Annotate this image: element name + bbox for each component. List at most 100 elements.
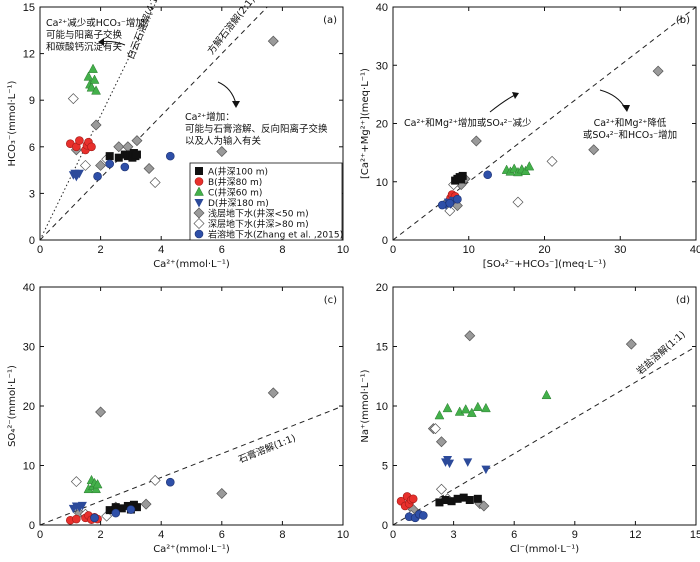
panel-a-point-K-2 bbox=[120, 162, 130, 172]
panel-d-ref-line-0 bbox=[393, 346, 696, 525]
panel-a-xtick-label-0: 0 bbox=[37, 244, 43, 256]
legend-label-A: A(井深100 m) bbox=[208, 166, 268, 178]
panel-c-point-D-3 bbox=[77, 501, 87, 511]
panel-d-point-S-6 bbox=[625, 338, 637, 350]
panel-b-ytick-label-3: 30 bbox=[376, 60, 388, 72]
panel-a-arrow-right bbox=[217, 81, 237, 105]
panel-b-point-S-6 bbox=[652, 65, 664, 77]
panel-d-point-D-4 bbox=[481, 465, 491, 475]
legend-marker-D bbox=[194, 199, 204, 208]
panel-d-point-C-2 bbox=[454, 406, 465, 416]
panel-b-point-P-0 bbox=[444, 205, 456, 217]
panel-d-point-P-2 bbox=[435, 483, 447, 495]
panel-a-point-B-2 bbox=[75, 136, 84, 145]
panel-d-point-K-3 bbox=[418, 511, 428, 520]
panel-b: 0 10 20 30 40 0 10 20 30 40 [SO₄²⁻+HCO₃⁻](meq·L⁻¹)… bbox=[360, 2, 700, 270]
panel-a-ytick-label-1: 3 bbox=[29, 188, 35, 200]
panel-b-arrowhead-right bbox=[622, 105, 630, 112]
panel-a-ref-line-0 bbox=[40, 7, 155, 240]
panel-c-point-S-5 bbox=[267, 387, 279, 399]
panel-a-ref-label-dolomite: 白云石溶解(4:1) bbox=[125, 0, 162, 61]
panel-d-point-C-4 bbox=[466, 407, 477, 417]
panel-d-ytick-label-4: 20 bbox=[376, 282, 388, 294]
legend-label-P: 深层地下水(井深>80 m) bbox=[208, 218, 309, 230]
panel-a-point-K-1 bbox=[105, 159, 114, 169]
panel-c-point-C-4 bbox=[91, 483, 101, 494]
panel-c-xtick-label-5: 10 bbox=[337, 529, 349, 541]
panel-d-point-C-7 bbox=[541, 389, 552, 400]
panel-c-point-A-0 bbox=[105, 506, 114, 515]
panel-c: 0 2 4 6 8 10 0 10 20 30 40 Ca²⁺(mmol·L⁻¹) SO₄²⁻(mmol… bbox=[7, 282, 349, 555]
panel-d-point-A-1 bbox=[441, 496, 450, 505]
panel-a-xtick-label-5: 10 bbox=[337, 244, 349, 256]
panel-c-ref-label: 石膏溶解(1:1) bbox=[237, 432, 298, 466]
panel-b-point-P-2 bbox=[512, 196, 524, 208]
panel-c-point-A-2 bbox=[117, 504, 126, 513]
panel-a-point-C-0 bbox=[83, 71, 94, 81]
panel-b-point-S-4 bbox=[470, 135, 482, 147]
panel-d-point-S-2 bbox=[435, 436, 447, 448]
panel-d-point-A-5 bbox=[465, 496, 474, 505]
panel-a-ytick-label-0: 0 bbox=[29, 235, 35, 247]
panel-d-point-D-3 bbox=[463, 458, 473, 467]
panel-c-xtick-label-2: 4 bbox=[158, 529, 164, 541]
panel-a-ytick-label-4: 12 bbox=[23, 49, 35, 61]
panel-a-point-B-6 bbox=[87, 142, 96, 152]
panel-a-arrowhead-left bbox=[98, 38, 104, 46]
panel-b-xlabel: [SO₄²⁻+HCO₃⁻](meq·L⁻¹) bbox=[483, 259, 607, 270]
panel-d-ref-label: 岩盐溶解(1:1) bbox=[634, 328, 688, 377]
panel-b-point-A-4 bbox=[458, 171, 467, 180]
panel-c-xtick-label-4: 8 bbox=[279, 529, 285, 541]
panel-d-point-P-1 bbox=[429, 423, 441, 435]
panel-b-xtick-label-4: 40 bbox=[690, 244, 700, 256]
panel-d-point-D-2 bbox=[445, 459, 455, 469]
panel-b-point-K-2 bbox=[453, 194, 462, 204]
panel-a-point-C-2 bbox=[86, 82, 97, 92]
panel-c-ylabel: SO₄²⁻(mmol·L⁻¹) bbox=[7, 365, 18, 447]
panel-d-ylabel: Na⁺(mmol·L⁻¹) bbox=[360, 369, 371, 442]
panel-b-annotation-right: Ca²⁺和Mg²⁺降低或SO₄²⁻和HCO₃⁻增加 bbox=[583, 117, 677, 141]
legend-label-K: 岩溶地下水(Zhang et al. ,2015) bbox=[208, 229, 343, 241]
panel-a-xtick-label-4: 8 bbox=[279, 244, 285, 256]
panel-a-point-S-8 bbox=[267, 35, 279, 47]
panel-a-legend: A(井深100 m)B(井深80 m)C(井深60 m)D(井深180 m)浅层… bbox=[189, 162, 343, 241]
panel-a-point-S-7 bbox=[216, 145, 228, 157]
panel-a-ytick-label-2: 6 bbox=[29, 142, 35, 154]
panel-a-point-K-0 bbox=[93, 172, 102, 181]
panel-a-arrowhead-right bbox=[232, 101, 240, 108]
panel-b-ylabel: [Ca²⁺+Mg²⁺](meq·L⁻¹) bbox=[360, 68, 371, 179]
panel-a-point-A-1 bbox=[114, 153, 123, 162]
legend-marker-K bbox=[194, 229, 204, 239]
panel-c-point-K-1 bbox=[111, 508, 121, 518]
panel-c-label: (c) bbox=[324, 295, 337, 306]
panel-a-point-S-2 bbox=[95, 159, 107, 171]
panel-a-point-C-4 bbox=[89, 74, 100, 84]
panel-d-point-S-5 bbox=[478, 500, 490, 512]
panel-c-frame bbox=[39, 286, 344, 526]
panel-b-point-P-3 bbox=[546, 155, 558, 167]
panel-b-ytick-label-1: 10 bbox=[376, 177, 388, 189]
legend-marker-S bbox=[193, 207, 205, 219]
legend-box bbox=[189, 162, 343, 241]
panel-b-xtick-label-0: 0 bbox=[390, 244, 396, 256]
panel-b-arrow-left bbox=[489, 94, 516, 113]
panel-d-xtick-label-5: 15 bbox=[690, 529, 700, 541]
panel-a-ytick-label-3: 9 bbox=[29, 95, 35, 107]
panel-b-ytick-label-0: 0 bbox=[382, 235, 388, 247]
panel-d-ytick-label-3: 15 bbox=[376, 342, 388, 354]
panel-c-xtick-label-1: 2 bbox=[98, 529, 104, 541]
panel-d-point-A-6 bbox=[473, 494, 482, 503]
panel-d-ytick-label-1: 5 bbox=[382, 461, 388, 473]
panel-a-ytick-label-5: 15 bbox=[23, 2, 35, 14]
panel-d-point-C-5 bbox=[472, 401, 483, 411]
legend-label-B: B(井深80 m) bbox=[208, 176, 262, 188]
panel-d-point-A-2 bbox=[447, 497, 456, 506]
panel-c-point-K-2 bbox=[126, 505, 136, 514]
legend-marker-A bbox=[195, 167, 203, 175]
panel-d-xlabel: Cl⁻(mmol·L⁻¹) bbox=[510, 544, 579, 555]
panel-a: 0 2 4 6 8 10 0 3 6 9 12 15 Ca²⁺(mmol·L⁻¹) HCO₃⁻(mmol·… bbox=[7, 0, 349, 270]
legend-marker-P bbox=[193, 218, 205, 229]
panel-c-ytick-label-4: 40 bbox=[23, 282, 35, 294]
panel-d-point-C-0 bbox=[434, 409, 445, 420]
panel-a-point-C-5 bbox=[91, 85, 101, 95]
